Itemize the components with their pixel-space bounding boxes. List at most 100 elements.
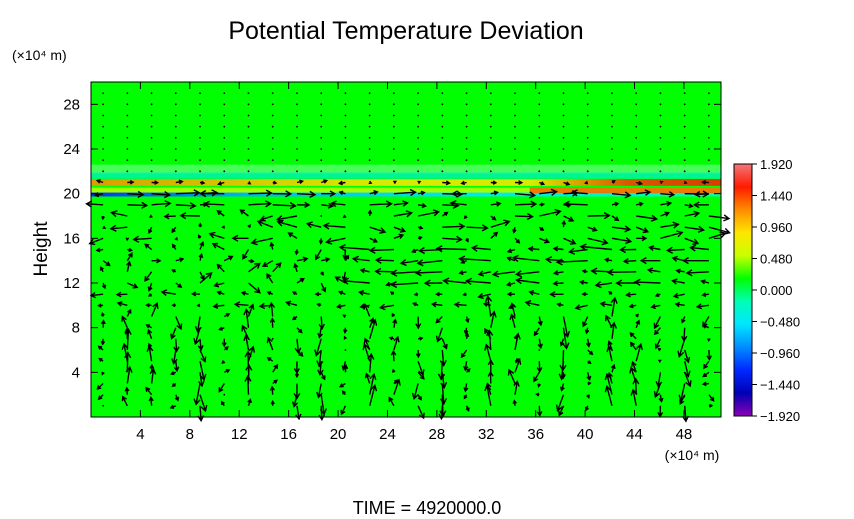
wind-vector <box>369 190 379 196</box>
wind-vector <box>441 211 449 217</box>
x-tick-label: 4 <box>136 426 144 443</box>
wind-vector <box>261 260 274 267</box>
wind-vector <box>610 296 618 317</box>
wind-vector <box>417 148 420 150</box>
wind-vector <box>199 272 213 284</box>
colorbar-label: 0.000 <box>760 283 793 298</box>
wind-vector <box>707 114 710 117</box>
wind-vector <box>287 232 298 239</box>
wind-vector <box>417 209 441 217</box>
wind-vector <box>514 270 540 278</box>
wind-vector <box>368 170 371 173</box>
wind-vector <box>100 319 106 328</box>
wind-vector <box>514 103 516 106</box>
wind-vector <box>199 170 201 173</box>
wind-vector <box>223 255 234 262</box>
wind-vector <box>374 267 394 276</box>
wind-vector <box>585 338 591 348</box>
x-tick-label: 40 <box>577 426 594 443</box>
wind-vector <box>293 262 299 272</box>
wind-vector <box>272 190 293 198</box>
upper-light-band <box>91 164 721 174</box>
wind-vector <box>465 405 470 413</box>
wind-vector <box>369 237 379 243</box>
colorbar-label: −1.440 <box>760 378 800 393</box>
wind-vectors <box>85 92 731 423</box>
wind-vector <box>374 256 394 264</box>
wind-vector <box>247 159 250 162</box>
wind-vector <box>579 243 613 251</box>
wind-vector <box>102 103 105 106</box>
wind-vector <box>680 327 688 343</box>
wind-vector <box>512 399 517 406</box>
wind-vector <box>636 189 652 196</box>
wind-vector <box>417 360 425 377</box>
colorbar-label: −0.480 <box>760 315 800 330</box>
wind-vector <box>211 242 225 251</box>
wind-vector <box>174 159 177 162</box>
wind-vector <box>659 136 662 139</box>
wind-vector <box>465 125 468 128</box>
wind-vector <box>683 148 686 150</box>
wind-vector <box>708 214 731 222</box>
wind-vector <box>631 360 637 373</box>
wind-vector <box>368 148 371 150</box>
wind-vector <box>675 268 685 274</box>
wind-vector <box>216 290 225 296</box>
wind-vector <box>574 304 588 311</box>
wind-vector <box>441 103 444 106</box>
wind-vector <box>392 170 395 173</box>
wind-vector <box>150 159 153 162</box>
wind-vector <box>465 114 468 117</box>
wind-vector <box>392 114 395 117</box>
wind-vector <box>482 302 491 307</box>
wind-vector <box>599 301 613 308</box>
y-axis: 4 8 12 16 20 24 28 <box>63 96 721 381</box>
wind-vector <box>393 210 413 218</box>
wind-vector <box>393 180 398 184</box>
wind-vector <box>320 159 323 162</box>
wind-vector <box>127 282 139 289</box>
wind-vector <box>320 179 329 184</box>
wind-vector <box>322 222 346 230</box>
wind-vector <box>199 189 225 198</box>
wind-vector <box>150 114 153 117</box>
wind-vector <box>681 316 686 324</box>
wind-vector <box>604 385 613 406</box>
wind-vector <box>417 103 420 106</box>
wind-vector <box>199 271 205 281</box>
wind-vector <box>126 159 129 162</box>
wind-vector <box>344 170 347 173</box>
wind-vector <box>132 235 152 243</box>
wind-vector <box>221 225 226 229</box>
wind-vector <box>562 125 565 128</box>
x-tick-label: 28 <box>429 426 446 443</box>
x-tick-label: 44 <box>626 426 643 443</box>
wind-vector <box>338 190 346 196</box>
wind-vector <box>199 180 206 185</box>
wind-vector <box>441 114 444 117</box>
wind-vector <box>369 317 375 328</box>
wind-vector <box>145 302 152 308</box>
wind-vector <box>465 238 469 243</box>
wind-vector <box>622 258 637 265</box>
wind-vector <box>635 92 638 95</box>
wind-vector <box>635 226 650 234</box>
wind-vector <box>391 312 396 317</box>
wind-vector <box>126 170 129 173</box>
chart-title: Potential Temperature Deviation <box>228 17 583 45</box>
wind-vector <box>269 385 275 395</box>
wind-vector <box>101 371 105 376</box>
wind-vector <box>491 270 516 278</box>
wind-vector <box>683 114 686 117</box>
colorbar-labels: 1.920 1.440 0.960 0.480 0.000 −0.480 −0.960 −1.… <box>752 157 800 424</box>
wind-vector <box>116 301 128 307</box>
wind-vector <box>145 386 153 396</box>
wind-vector <box>533 327 540 337</box>
wind-vector <box>100 311 105 317</box>
wind-vector <box>243 308 251 328</box>
wind-vector <box>586 136 589 139</box>
wind-vector <box>707 159 710 162</box>
wind-vector <box>296 92 298 95</box>
